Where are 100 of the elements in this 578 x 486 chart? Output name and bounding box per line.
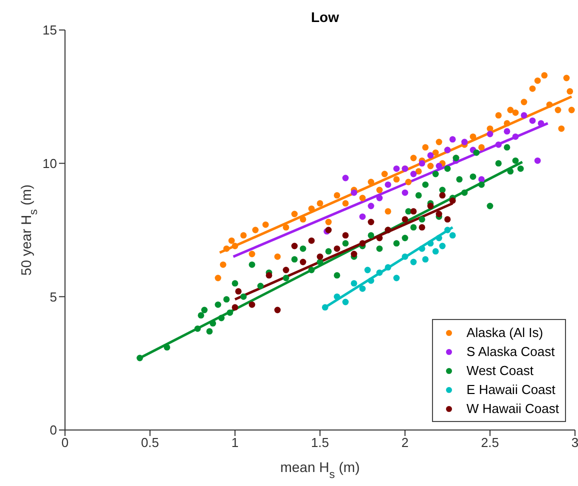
point bbox=[393, 240, 400, 247]
point bbox=[220, 261, 226, 268]
point bbox=[291, 256, 298, 263]
point bbox=[364, 266, 371, 274]
point bbox=[495, 141, 502, 148]
point bbox=[422, 256, 429, 263]
point bbox=[402, 189, 408, 196]
point bbox=[422, 181, 429, 188]
point bbox=[456, 176, 463, 183]
point bbox=[226, 309, 234, 316]
point bbox=[248, 301, 256, 308]
point bbox=[282, 266, 290, 274]
point bbox=[512, 157, 519, 164]
x-tick-label: 3 bbox=[571, 435, 578, 450]
point bbox=[359, 240, 366, 247]
point bbox=[568, 106, 575, 114]
point bbox=[520, 112, 528, 119]
point bbox=[478, 181, 485, 188]
point bbox=[300, 245, 306, 252]
point bbox=[478, 144, 485, 151]
point bbox=[232, 242, 238, 250]
point bbox=[546, 101, 553, 108]
point bbox=[444, 216, 451, 223]
point bbox=[439, 242, 446, 250]
point bbox=[534, 157, 541, 164]
point bbox=[439, 192, 446, 199]
x-tick-label: 1 bbox=[231, 435, 239, 450]
point bbox=[418, 224, 426, 231]
point bbox=[393, 165, 400, 172]
point bbox=[427, 240, 434, 247]
point bbox=[240, 232, 247, 239]
point bbox=[486, 125, 494, 132]
point bbox=[342, 298, 349, 306]
point bbox=[322, 304, 328, 311]
point bbox=[384, 208, 392, 215]
point bbox=[410, 170, 417, 178]
point bbox=[376, 186, 383, 194]
x-tick-label: 1.5 bbox=[310, 435, 330, 450]
legend-label: West Coast bbox=[466, 362, 534, 380]
point bbox=[350, 250, 358, 258]
point bbox=[240, 293, 247, 300]
point bbox=[473, 149, 480, 156]
legend-label: W Hawaii Coast bbox=[466, 400, 559, 418]
point bbox=[228, 237, 235, 244]
point bbox=[257, 282, 264, 290]
point bbox=[444, 226, 451, 234]
point bbox=[444, 165, 451, 172]
point bbox=[350, 189, 358, 196]
legend-label: E Hawaii Coast bbox=[466, 381, 556, 399]
point bbox=[427, 152, 434, 159]
point bbox=[300, 216, 306, 223]
point bbox=[410, 224, 417, 231]
point bbox=[393, 274, 400, 282]
point bbox=[436, 234, 442, 242]
point bbox=[308, 266, 315, 274]
point bbox=[274, 253, 281, 260]
point bbox=[566, 88, 574, 95]
point bbox=[449, 232, 456, 239]
point bbox=[402, 216, 408, 223]
legend-label: Alaska (Al Is) bbox=[466, 324, 544, 342]
point bbox=[529, 85, 536, 92]
x-tick-label: 0.5 bbox=[140, 435, 160, 450]
point bbox=[449, 197, 456, 204]
point bbox=[486, 130, 494, 138]
point bbox=[282, 274, 290, 282]
x-tick-label: 0 bbox=[61, 435, 69, 450]
point bbox=[334, 192, 340, 199]
point bbox=[248, 261, 256, 268]
point bbox=[410, 208, 417, 215]
point bbox=[507, 106, 514, 114]
legend-label: S Alaska Coast bbox=[466, 343, 555, 361]
point bbox=[436, 210, 442, 218]
point bbox=[291, 242, 298, 250]
point bbox=[248, 250, 256, 258]
point bbox=[410, 258, 417, 266]
point bbox=[325, 248, 332, 255]
point bbox=[381, 170, 388, 178]
point bbox=[376, 269, 383, 276]
point bbox=[422, 144, 429, 151]
point bbox=[266, 272, 272, 279]
chart-title: Low bbox=[311, 9, 340, 25]
point bbox=[214, 301, 222, 308]
point bbox=[461, 189, 468, 196]
point bbox=[410, 154, 417, 162]
point bbox=[402, 234, 408, 242]
y-tick-label: 0 bbox=[50, 422, 57, 438]
point bbox=[529, 117, 536, 124]
point bbox=[206, 328, 213, 335]
point bbox=[504, 128, 510, 135]
point bbox=[359, 213, 366, 220]
y-tick-label: 10 bbox=[42, 156, 57, 171]
point bbox=[164, 344, 170, 351]
point bbox=[198, 312, 204, 319]
point bbox=[563, 74, 570, 82]
point bbox=[495, 112, 502, 119]
point bbox=[432, 170, 439, 178]
point bbox=[218, 314, 225, 322]
point bbox=[418, 245, 426, 252]
point bbox=[359, 285, 366, 292]
point bbox=[538, 120, 544, 127]
